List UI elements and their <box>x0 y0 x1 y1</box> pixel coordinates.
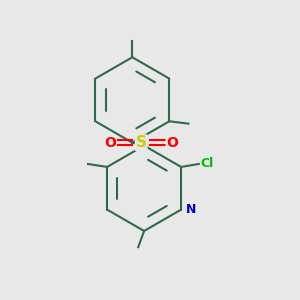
Text: N: N <box>185 203 196 216</box>
Text: S: S <box>136 135 147 150</box>
Text: O: O <box>104 136 116 150</box>
Text: O: O <box>166 136 178 150</box>
Text: Cl: Cl <box>200 158 214 170</box>
